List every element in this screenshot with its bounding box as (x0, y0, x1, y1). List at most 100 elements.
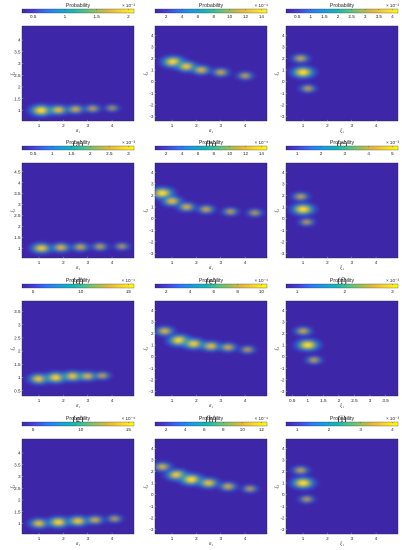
colorbar-tick-label: 3 (364, 14, 367, 19)
x-tick-label: 1 (38, 123, 41, 128)
y-tick-label: 1 (18, 246, 21, 251)
colorbar-tick-label: 1.5 (93, 14, 100, 19)
colorbar-tick-label: 2.5 (106, 151, 113, 156)
y-axis-label: ξ₁ (143, 346, 149, 350)
colorbar-title: Probability (66, 140, 91, 146)
x-tick-label: 3 (86, 260, 89, 265)
y-tick-label: 0 (151, 354, 154, 359)
x-tick-label: 2 (62, 123, 65, 128)
density-peak (242, 206, 267, 220)
y-tick-label: 1 (282, 68, 285, 73)
colorbar-tick-label: 3 (359, 427, 362, 432)
y-tick-label: 1 (18, 521, 21, 526)
y-tick-label: 2.5 (14, 73, 21, 78)
colorbar-tick-label: 2 (344, 289, 347, 294)
x-tick-label: 4 (244, 260, 247, 265)
x-tick-label: 1.5 (320, 398, 327, 403)
y-tick-label: -1 (149, 91, 154, 96)
density-peak (294, 493, 320, 506)
y-tick-label: -1 (280, 91, 285, 96)
density-peak (289, 324, 317, 338)
y-tick-label: -1 (149, 366, 154, 371)
x-tick-label: 2 (62, 260, 65, 265)
y-tick-label: 4 (151, 446, 154, 451)
colorbar-tick-label: 2 (127, 14, 130, 19)
x-tick-label: 1 (38, 536, 41, 541)
x-tick-label: 4 (111, 536, 114, 541)
panel-caption: (d) (72, 276, 83, 287)
y-tick-label: -1 (280, 366, 285, 371)
colorbar-tick-label: 2 (165, 14, 168, 19)
density-peak (66, 240, 95, 254)
x-tick-label: 2 (62, 398, 65, 403)
x-axis-label: σ₁ (209, 266, 213, 271)
density-peak (286, 474, 322, 493)
y-tick-label: 2 (18, 85, 21, 90)
y-axis-label: ξ₁ (10, 208, 16, 212)
y-tick-label: 2 (151, 193, 154, 198)
colorbar-tick-label: 6 (213, 289, 216, 294)
y-tick-label: -2 (280, 239, 285, 244)
y-tick-label: 1.5 (14, 509, 21, 514)
colorbar-tick-label: 12 (259, 427, 265, 432)
x-tick-label: 4 (244, 398, 247, 403)
colorbar-tick-label: 10 (78, 427, 84, 432)
colorbar (285, 8, 399, 14)
y-tick-label: 4 (151, 33, 154, 38)
panel-f: Probability × 10⁻³ 1 2 3 4 5 1 2 3 4 -3 -2 -1 0 1 2 3 4 ξ₁ ξ… (274, 140, 399, 287)
density-peak (289, 336, 326, 355)
colorbar-tick-label: 14 (259, 151, 265, 156)
colorbar-title: Probability (330, 416, 355, 422)
colorbar-tick-label: 2 (89, 151, 92, 156)
panel-caption: (c) (337, 139, 348, 150)
y-tick-label: -1 (280, 504, 285, 509)
colorbar-title: Probability (199, 278, 224, 284)
density-peak (235, 343, 260, 356)
x-tick-label: 3.5 (382, 398, 389, 403)
colorbar-tick-label: 2 (320, 151, 323, 156)
colorbar-tick-label: 4 (391, 14, 394, 19)
y-tick-label: 1 (151, 205, 154, 210)
y-axis-label: ξ₁ (274, 346, 280, 350)
y-axis-label: ξ₁ (143, 484, 149, 488)
x-tick-label: 4 (111, 398, 114, 403)
y-tick-label: 3 (151, 181, 154, 186)
colorbar (21, 283, 135, 289)
colorbar-tick-label: 4 (367, 151, 370, 156)
panel-i: Probability × 10⁻³ 1 2 3 0.5 1 1.5 2 2.5 3 3.5 -3 -2 -… (274, 278, 399, 425)
colorbar-tick-label: 4 (181, 14, 184, 19)
density-peak (87, 240, 113, 254)
panel-j: Probability × 10⁻⁴ 5 10 15 1 2 3 4 1 1.5 2 2.5 3 3.5 4 σ… (10, 416, 135, 547)
y-tick-label: 4.5 (14, 169, 21, 174)
panel-l: Probability × 10⁻³ 1 2 3 4 1 2 3 4 -3 -2 -1 0 1 2 3 4 ξ₁ ξ₁… (274, 416, 399, 547)
density-peak (214, 340, 243, 355)
y-tick-label: -1 (149, 228, 154, 233)
x-tick-label: 2 (62, 536, 65, 541)
colorbar-tick-label: 10 (227, 151, 233, 156)
x-tick-label: 4 (375, 260, 378, 265)
x-tick-label: 2 (326, 260, 329, 265)
y-tick-label: 2.5 (14, 486, 21, 491)
x-tick-label: 4 (244, 536, 247, 541)
colorbar-tick-label: 12 (243, 14, 249, 19)
y-tick-label: 0 (282, 492, 285, 497)
y-axis-label: ξ₁ (10, 71, 16, 75)
x-tick-label: 3 (86, 536, 89, 541)
y-tick-label: 4 (18, 180, 21, 185)
y-tick-label: 3 (18, 61, 21, 66)
colorbar (285, 145, 399, 151)
colorbar-tick-label: 8 (236, 289, 239, 294)
y-tick-label: 4 (282, 446, 285, 451)
colorbar-tick-label: 10 (78, 289, 84, 294)
colorbar-tick-label: 2 (165, 151, 168, 156)
y-tick-label: 2 (282, 193, 285, 198)
x-tick-label: 1 (302, 260, 305, 265)
panel-caption: (e) (206, 276, 217, 287)
y-tick-label: 4 (282, 170, 285, 175)
y-tick-label: 3 (282, 457, 285, 462)
x-axis-label: ξ₁ (340, 541, 344, 547)
colorbar-tick-label: 3 (391, 289, 394, 294)
colorbar-tick-label: 5 (32, 289, 35, 294)
y-tick-label: 2 (151, 56, 154, 61)
y-tick-label: 1 (282, 481, 285, 486)
